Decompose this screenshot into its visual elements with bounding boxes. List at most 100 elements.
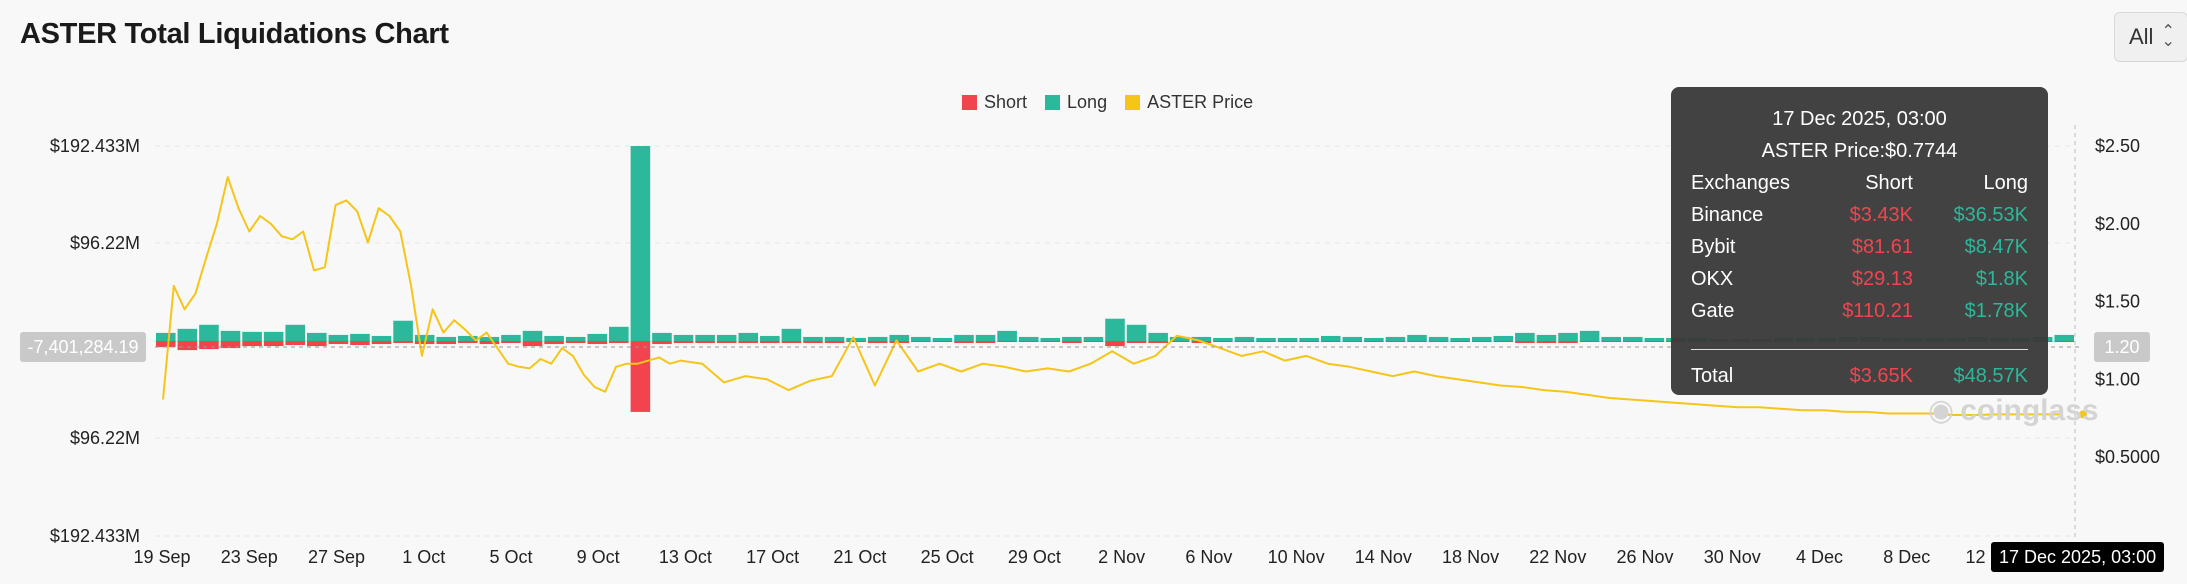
x-tick-label: 25 Oct xyxy=(921,547,974,567)
long-bar xyxy=(1126,324,1147,341)
short-bar xyxy=(738,341,759,344)
x-tick-label: 30 Nov xyxy=(1704,547,1761,567)
x-tick-label: 8 Dec xyxy=(1883,547,1930,567)
long-bar xyxy=(263,331,284,341)
short-bar xyxy=(156,341,176,348)
x-tick-label: 29 Oct xyxy=(1008,547,1061,567)
long-bar xyxy=(458,335,478,341)
short-bar xyxy=(954,341,974,344)
watermark-icon: ◉ xyxy=(1928,394,1955,427)
short-bar xyxy=(350,341,370,346)
x-tick-label: 22 Nov xyxy=(1529,547,1586,567)
y-right-tick-label: $2.00 xyxy=(2095,214,2140,234)
tooltip-total-short: $3.65K xyxy=(1849,365,1913,387)
long-bar xyxy=(954,334,974,341)
time-range-select[interactable]: All ⌃ ⌄ xyxy=(2114,12,2187,62)
long-bar xyxy=(824,336,845,341)
tooltip-short-value: $3.43K xyxy=(1849,204,1913,226)
legend-item-short[interactable]: Short xyxy=(962,92,1027,113)
long-bar xyxy=(1364,337,1384,341)
tooltip-col-short: Short xyxy=(1865,172,1913,194)
long-bar xyxy=(1493,335,1514,341)
short-bar xyxy=(1385,341,1406,343)
short-bar xyxy=(565,341,586,344)
short-bar xyxy=(975,341,996,344)
legend-swatch-long xyxy=(1045,95,1061,110)
short-bar xyxy=(1169,341,1190,343)
long-bar xyxy=(1428,336,1449,341)
aster-price-line xyxy=(162,176,2062,416)
short-bar xyxy=(1018,341,1039,343)
long-bar xyxy=(371,335,392,341)
short-bar xyxy=(1105,341,1125,347)
long-bar xyxy=(544,335,564,341)
short-bar xyxy=(1428,341,1449,343)
crosshair-y-left-badge: -7,401,284.19 xyxy=(20,332,146,362)
long-bar xyxy=(1277,337,1298,341)
short-bar xyxy=(393,341,413,344)
long-bar xyxy=(177,328,198,341)
short-bar xyxy=(889,341,910,344)
legend-label-short: Short xyxy=(984,92,1028,112)
long-bar xyxy=(242,331,262,341)
x-tick-label: 17 Oct xyxy=(746,547,799,567)
y-right-tick-label: $1.50 xyxy=(2095,292,2140,312)
long-bar xyxy=(199,324,219,341)
tooltip-col-long: Long xyxy=(1983,172,2029,194)
long-bar xyxy=(1601,336,1621,341)
long-bar xyxy=(393,320,413,341)
long-bar xyxy=(673,334,694,341)
legend-swatch-price xyxy=(1125,95,1141,110)
long-bar xyxy=(1450,337,1470,341)
short-bar xyxy=(1471,341,1492,343)
short-bar xyxy=(803,341,823,344)
legend-item-long[interactable]: Long xyxy=(1045,92,1107,113)
tooltip-total-label: Total xyxy=(1691,365,1734,387)
long-bar xyxy=(1385,336,1406,341)
short-bar xyxy=(781,341,802,344)
tooltip-exchange: Gate xyxy=(1691,300,1735,322)
long-bar xyxy=(1622,336,1643,341)
short-bar xyxy=(695,341,715,344)
y-right-tick-label: $0.5000 xyxy=(2095,447,2160,467)
x-tick-label: 2 Nov xyxy=(1098,547,1145,567)
short-bar xyxy=(177,341,198,351)
short-bar xyxy=(501,341,521,344)
x-tick-label: 26 Nov xyxy=(1617,547,1674,567)
long-bar xyxy=(1299,337,1319,341)
tooltip-total-row: Total $3.65K $48.57K xyxy=(1691,360,2028,392)
short-bar xyxy=(824,341,845,344)
short-bar xyxy=(1040,341,1061,343)
short-bar xyxy=(307,341,327,347)
legend-item-price[interactable]: ASTER Price xyxy=(1125,92,1253,113)
short-bar xyxy=(760,341,780,344)
long-bar xyxy=(695,334,715,341)
short-bar xyxy=(199,341,219,350)
x-tick-label: 19 Sep xyxy=(133,547,190,567)
long-bar xyxy=(1644,337,1665,341)
crosshair-date-badge: 17 Dec 2025, 03:00 xyxy=(1991,542,2165,572)
tooltip-header-row: Exchanges Short Long xyxy=(1691,167,2028,199)
x-tick-label: 27 Sep xyxy=(308,547,365,567)
short-bar xyxy=(1126,341,1147,344)
x-tick-label: 1 Oct xyxy=(402,547,445,567)
long-bar xyxy=(652,332,672,341)
long-bar xyxy=(867,336,888,341)
short-bar xyxy=(1320,341,1341,343)
long-bar xyxy=(1018,336,1039,341)
short-bar xyxy=(1493,341,1514,343)
x-tick-label: 23 Sep xyxy=(221,547,278,567)
long-bar xyxy=(436,336,457,341)
short-bar xyxy=(1342,341,1363,343)
long-bar xyxy=(1407,334,1427,341)
long-bar xyxy=(587,333,608,341)
tooltip-short-value: $110.21 xyxy=(1842,300,1913,322)
tooltip-row: Binance $3.43K $36.53K xyxy=(1691,199,2028,231)
long-bar xyxy=(781,328,802,341)
chart-legend: Short Long ASTER Price xyxy=(962,92,1253,113)
x-tick-label: 6 Nov xyxy=(1185,547,1232,567)
long-bar xyxy=(1148,332,1168,341)
y-left-tick-label: $192.433M xyxy=(50,526,140,546)
short-bar xyxy=(1148,341,1168,344)
